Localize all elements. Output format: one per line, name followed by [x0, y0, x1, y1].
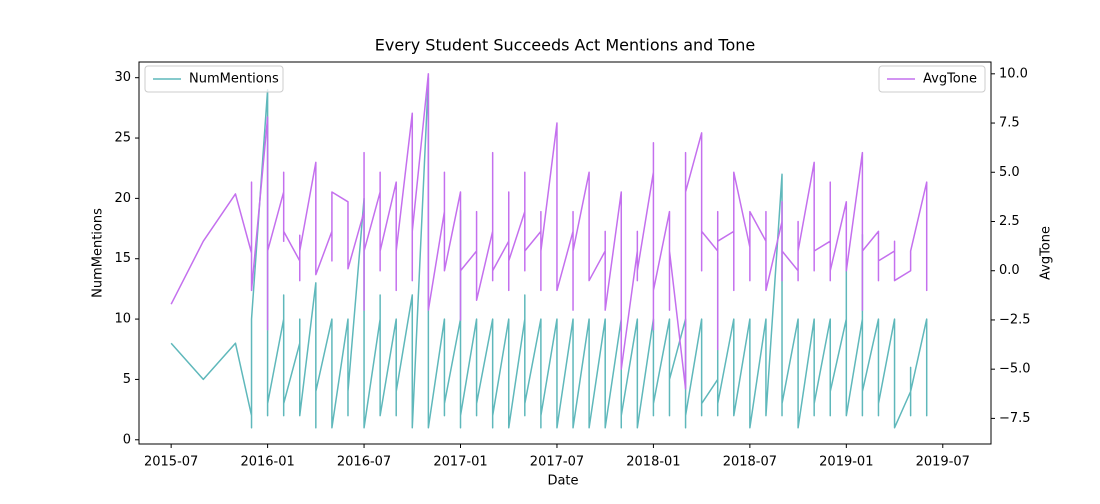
x-tick-label: 2019-01	[819, 455, 873, 470]
y2-tick-label: 0.0	[999, 263, 1020, 278]
x-tick-label: 2016-07	[337, 455, 391, 470]
y2-tick-label: 10.0	[999, 66, 1028, 81]
y-tick-label: 20	[114, 191, 131, 206]
y2-tick-label: 2.5	[999, 214, 1020, 229]
legend-box	[144, 65, 284, 93]
legend-label: AvgTone	[923, 72, 977, 87]
x-tick-label: 2018-01	[626, 455, 680, 470]
y2-tick-label: −2.5	[999, 312, 1031, 327]
y-tick-label: 25	[114, 131, 131, 146]
y2-tick-label: −5.0	[999, 362, 1031, 377]
y-axis-label: NumMentions	[91, 208, 106, 298]
y2-tick-label: 7.5	[999, 116, 1020, 131]
y2-axis-label: AvgTone	[1039, 226, 1054, 280]
y-tick-label: 5	[123, 372, 131, 387]
x-tick-label: 2018-07	[723, 455, 777, 470]
legend-box	[878, 65, 986, 93]
x-tick-label: 2019-07	[916, 455, 970, 470]
y-tick-label: 15	[114, 251, 131, 266]
chart-title: Every Student Succeeds Act Mentions and …	[375, 36, 755, 55]
series-line	[170, 76, 928, 429]
plot-frame	[138, 61, 992, 445]
series-line	[170, 73, 928, 390]
x-axis-label: Date	[547, 474, 578, 489]
x-tick-label: 2017-07	[530, 455, 584, 470]
y-tick-label: 0	[123, 432, 131, 447]
legend-label: NumMentions	[189, 72, 279, 87]
y-tick-label: 30	[114, 70, 131, 85]
y2-tick-label: −7.5	[999, 411, 1031, 426]
y2-tick-label: 5.0	[999, 165, 1020, 180]
x-tick-label: 2015-07	[144, 455, 198, 470]
x-tick-label: 2017-01	[433, 455, 487, 470]
x-tick-label: 2016-01	[240, 455, 294, 470]
y-tick-label: 10	[114, 312, 131, 327]
